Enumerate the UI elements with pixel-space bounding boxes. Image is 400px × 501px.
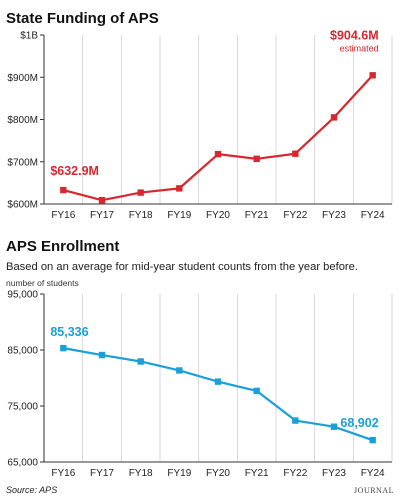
funding-x-tick-label: FY18	[129, 210, 153, 221]
enrollment-callout-label: 68,902	[340, 416, 378, 430]
funding-data-point	[292, 150, 299, 157]
funding-chart-title: State Funding of APS	[6, 10, 159, 27]
enrollment-x-tick-label: FY18	[129, 468, 153, 479]
enrollment-x-tick-label: FY23	[322, 468, 346, 479]
enrollment-y-tick-label: 65,000	[7, 458, 38, 469]
enrollment-series	[60, 344, 376, 444]
funding-x-tick-label: FY23	[322, 210, 346, 221]
funding-y-tick-label: $600M	[7, 200, 38, 211]
publisher-credit: JOURNAL	[354, 486, 394, 495]
enrollment-grid	[82, 294, 393, 462]
enrollment-x-tick-label: FY19	[167, 468, 191, 479]
enrollment-y-tick-label: 75,000	[7, 402, 38, 413]
funding-data-point	[137, 189, 144, 196]
enrollment-data-point	[369, 436, 376, 444]
enrollment-unit-label: number of students	[6, 278, 79, 288]
enrollment-data-point	[98, 351, 106, 359]
enrollment-y-tick-label: 95,000	[7, 290, 38, 301]
enrollment-series-line	[63, 347, 374, 442]
funding-x-tick-label: FY17	[90, 210, 114, 221]
funding-x-tick-label: FY20	[206, 210, 230, 221]
enrollment-y-tick-label: 85,000	[7, 346, 38, 357]
enrollment-callout-label: 85,336	[50, 325, 88, 339]
enrollment-data-point	[330, 423, 338, 430]
enrollment-chart: APS Enrollment Based on an average for m…	[6, 238, 393, 479]
funding-y-tick-label: $900M	[7, 73, 38, 84]
funding-axes	[43, 35, 392, 205]
funding-series	[60, 72, 376, 204]
funding-callout-note: estimated	[340, 43, 379, 53]
funding-data-point	[176, 185, 183, 192]
funding-data-point	[330, 114, 338, 121]
enrollment-chart-subtitle: Based on an average for mid-year student…	[6, 261, 358, 273]
enrollment-data-point	[253, 387, 260, 395]
funding-y-tick-label: $700M	[7, 157, 38, 168]
funding-grid	[82, 35, 393, 204]
funding-y-ticks: $600M $700M $800M $900M $1B	[7, 31, 44, 211]
enrollment-x-tick-label: FY24	[361, 468, 385, 479]
funding-y-tick-label: $1B	[20, 31, 38, 42]
enrollment-x-tick-label: FY22	[283, 468, 307, 479]
enrollment-axes	[43, 294, 392, 463]
funding-series-line	[63, 74, 374, 202]
funding-data-point	[60, 186, 67, 194]
source-note: Source: APS	[6, 485, 57, 495]
state-funding-chart: State Funding of APS $600M $700M $800M $900…	[6, 10, 393, 221]
enrollment-data-point	[137, 358, 144, 365]
funding-x-tick-label: FY21	[245, 210, 269, 221]
enrollment-x-tick-label: FY16	[51, 468, 75, 479]
funding-callout-label: $632.9M	[50, 164, 99, 178]
enrollment-x-tick-label: FY21	[245, 468, 269, 479]
enrollment-data-point	[214, 378, 222, 385]
funding-data-point	[369, 72, 376, 79]
funding-callout-label: $904.6M	[330, 28, 379, 42]
enrollment-data-point	[292, 417, 299, 424]
funding-data-point	[214, 150, 222, 158]
funding-data-point	[253, 155, 260, 162]
funding-x-tick-label: FY22	[283, 210, 307, 221]
enrollment-x-tick-label: FY17	[90, 468, 114, 479]
enrollment-annotations: 85,336 68,902	[50, 325, 378, 430]
funding-x-ticks: FY16 FY17 FY18 FY19 FY20 FY21 FY22 FY23 FY24	[51, 210, 385, 221]
funding-x-tick-label: FY19	[167, 210, 191, 221]
enrollment-chart-title: APS Enrollment	[6, 238, 119, 255]
funding-x-tick-label: FY24	[361, 210, 385, 221]
funding-y-tick-label: $800M	[7, 115, 38, 126]
funding-x-tick-label: FY16	[51, 210, 75, 221]
enrollment-y-ticks: 65,000 75,000 85,000 95,000	[7, 290, 44, 469]
enrollment-x-ticks: FY16 FY17 FY18 FY19 FY20 FY21 FY22 FY23 FY24	[51, 468, 385, 479]
enrollment-data-point	[60, 344, 67, 352]
enrollment-data-point	[176, 367, 183, 374]
enrollment-x-tick-label: FY20	[206, 468, 230, 479]
funding-data-point	[98, 196, 106, 204]
